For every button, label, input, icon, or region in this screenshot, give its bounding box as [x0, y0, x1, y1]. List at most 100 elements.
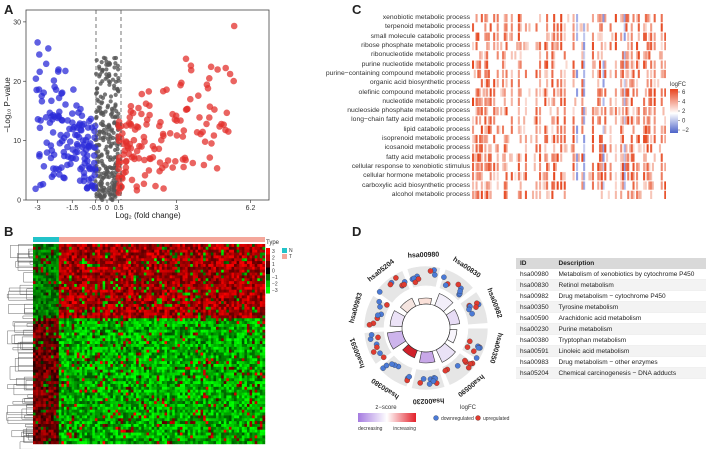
- heatmap-cell: [218, 255, 222, 259]
- heatmap-cell: [53, 286, 57, 290]
- heatmap-cell: [105, 264, 108, 268]
- go-heatmap-cell: [643, 60, 646, 69]
- heatmap-cell: [231, 341, 235, 345]
- heatmap-cell: [102, 324, 106, 328]
- volcano-point-down: [87, 115, 95, 123]
- heatmap-cell: [257, 309, 261, 313]
- heatmap-cell: [200, 258, 204, 262]
- heatmap-cell: [105, 341, 108, 345]
- heatmap-cell: [76, 275, 80, 279]
- heatmap-cell: [79, 326, 83, 330]
- heatmap-cell: [208, 344, 212, 348]
- go-heatmap-cell: [544, 88, 547, 97]
- heatmap-cell: [84, 335, 88, 339]
- heatmap-cell: [161, 312, 165, 316]
- heatmap-cell: [244, 252, 248, 256]
- volcano-point-ns: [112, 121, 117, 126]
- heatmap-cell: [143, 312, 147, 316]
- go-heatmap-cell: [660, 41, 663, 51]
- heatmap-cell: [118, 349, 121, 353]
- heatmap-cell: [187, 341, 191, 345]
- heatmap-cell: [115, 318, 119, 322]
- heatmap-cell: [33, 301, 36, 305]
- heatmap-cell: [58, 278, 62, 282]
- heatmap-cell: [81, 281, 85, 285]
- heatmap-cell: [200, 298, 204, 302]
- heatmap-cell: [87, 272, 90, 276]
- heatmap-cell: [218, 344, 222, 348]
- heatmap-cell: [58, 341, 62, 345]
- heatmap-cell: [138, 352, 142, 356]
- heatmap-cell: [63, 292, 67, 296]
- heatmap-cell: [154, 264, 157, 268]
- heatmap-cell: [107, 338, 111, 342]
- heatmap-cell: [123, 326, 126, 330]
- heatmap-cell: [102, 301, 106, 305]
- volcano-point-ns: [100, 119, 105, 124]
- heatmap-cell: [244, 335, 248, 339]
- heatmap-cell: [33, 266, 36, 270]
- heatmap-cell: [35, 286, 39, 290]
- heatmap-cell: [92, 344, 96, 348]
- heatmap-cell: [154, 292, 157, 296]
- heatmap-cell: [92, 275, 96, 279]
- heatmap-cell: [241, 312, 245, 316]
- go-heatmap-cell: [648, 41, 651, 51]
- heatmap-cell: [33, 329, 36, 333]
- heatmap-cell: [197, 289, 201, 293]
- heatmap-cell: [71, 306, 75, 310]
- heatmap-cell: [74, 252, 78, 256]
- heatmap-cell: [35, 349, 39, 353]
- go-heatmap-cell: [535, 23, 538, 32]
- heatmap-cell: [174, 312, 178, 316]
- heatmap-cell: [244, 304, 248, 308]
- heatmap-cell: [200, 338, 204, 342]
- go-heatmap-cell: [650, 23, 653, 32]
- heatmap-cell: [35, 346, 39, 350]
- heatmap-cell: [94, 298, 98, 302]
- heatmap-cell: [182, 249, 186, 253]
- heatmap-cell: [241, 326, 245, 330]
- heatmap-cell: [174, 318, 178, 322]
- heatmap-cell: [76, 335, 80, 339]
- go-heatmap-cell: [560, 181, 563, 190]
- go-heatmap-cell: [625, 97, 628, 106]
- heatmap-cell: [102, 349, 106, 353]
- heatmap-cell: [197, 352, 201, 356]
- heatmap-cell: [223, 298, 227, 302]
- go-heatmap-cell: [584, 107, 587, 116]
- heatmap-cell: [120, 312, 124, 316]
- heatmap-cell: [151, 338, 155, 342]
- volcano-point-down: [75, 109, 82, 116]
- heatmap-cell: [244, 258, 248, 262]
- heatmap-cell: [125, 352, 129, 356]
- heatmap-cell: [76, 352, 80, 356]
- heatmap-cell: [128, 246, 132, 250]
- heatmap-cell: [187, 349, 191, 353]
- heatmap-cell: [156, 312, 160, 316]
- heatmap-cell: [182, 246, 186, 250]
- go-heatmap-cell: [546, 125, 549, 134]
- heatmap-cell: [262, 295, 266, 299]
- go-heatmap-cell: [519, 23, 522, 32]
- heatmap-cell: [94, 346, 98, 350]
- heatmap-cell: [102, 335, 106, 339]
- volcano-point-ns: [97, 72, 103, 77]
- heatmap-cell: [110, 318, 114, 322]
- heatmap-cell: [208, 289, 212, 293]
- heatmap-cell: [200, 312, 204, 316]
- heatmap-cell: [102, 329, 106, 333]
- heatmap-cell: [151, 286, 155, 290]
- heatmap-cell: [100, 332, 103, 336]
- heatmap-cell: [228, 284, 232, 288]
- go-heatmap-cell: [500, 88, 503, 97]
- heatmap-cell: [133, 349, 137, 353]
- volcano-point-down: [66, 138, 74, 145]
- heatmap-cell: [56, 341, 59, 345]
- heatmap-cell: [208, 284, 212, 288]
- go-heatmap-cell: [637, 134, 640, 144]
- heatmap-cell: [182, 332, 186, 336]
- heatmap-cell: [141, 321, 145, 325]
- heatmap-cell: [112, 349, 116, 353]
- heatmap-cell: [105, 284, 108, 288]
